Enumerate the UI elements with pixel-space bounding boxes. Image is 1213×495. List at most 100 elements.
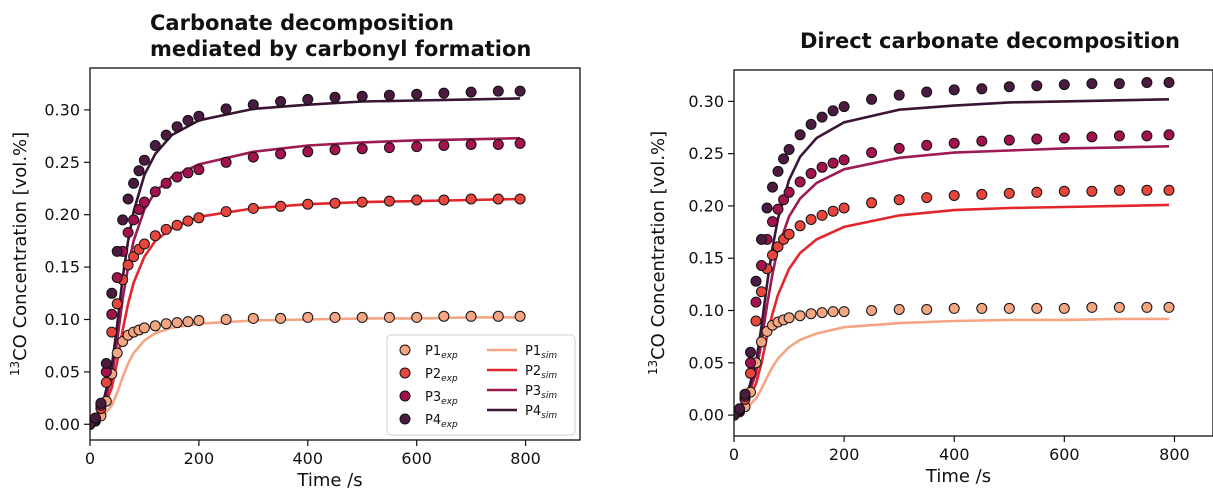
data-point (745, 357, 756, 369)
data-point (247, 202, 259, 214)
series-markers-P3exp (734, 129, 1175, 421)
data-point (302, 146, 314, 158)
data-point (171, 171, 183, 183)
data-point (149, 320, 161, 332)
data-point (750, 315, 762, 327)
data-point (750, 275, 762, 287)
data-point (772, 165, 784, 177)
y-tick-label: 0.00 (44, 415, 80, 434)
data-point (356, 90, 368, 102)
data-point (160, 318, 172, 330)
data-point (411, 141, 423, 153)
data-point (783, 144, 795, 155)
legend-box (386, 334, 576, 436)
data-point (794, 176, 806, 188)
data-point (756, 233, 767, 245)
data-point (866, 197, 878, 209)
data-point (111, 298, 123, 310)
y-tick-label: 0.25 (44, 153, 80, 172)
y-tick-label: 0.10 (44, 310, 80, 329)
data-point (383, 311, 395, 323)
data-point (1141, 77, 1153, 88)
y-axis-label-main: CO Concentration [vol.%] (10, 132, 31, 361)
data-point (1113, 78, 1125, 90)
data-point (1163, 77, 1175, 88)
data-point (514, 85, 526, 97)
data-point (838, 306, 850, 318)
data-point (745, 346, 756, 358)
y-tick-label: 0.20 (44, 205, 80, 224)
data-point (1058, 185, 1070, 197)
data-point (734, 403, 745, 415)
legend-marker (399, 413, 411, 425)
data-point (772, 203, 784, 215)
data-point (138, 322, 150, 334)
legend-label-sim: P4sim (525, 404, 557, 421)
data-point (1058, 132, 1070, 144)
data-point (193, 164, 205, 176)
data-point (866, 305, 878, 316)
data-point (275, 148, 287, 160)
data-point (160, 129, 172, 141)
data-point (1086, 301, 1098, 313)
data-point (756, 286, 767, 298)
data-point (1003, 81, 1015, 93)
data-point (356, 311, 368, 323)
legend-marker (399, 344, 411, 356)
data-point (739, 388, 751, 400)
data-point (438, 194, 450, 206)
data-point (411, 311, 423, 323)
data-point (171, 121, 183, 133)
x-tick-label: 600 (1049, 445, 1080, 464)
data-point (745, 367, 756, 379)
x-axis: 0 200 400 600 800 (85, 440, 541, 468)
series-markers-P2exp (90, 193, 526, 430)
series-line-P1sim (90, 316, 521, 426)
y-axis: 0.00 0.05 0.10 0.15 0.20 0.25 0.30 (44, 100, 90, 434)
data-point (356, 143, 368, 155)
data-point (816, 161, 828, 173)
data-point (160, 223, 172, 235)
data-point (1141, 130, 1153, 142)
data-point (111, 272, 123, 284)
data-point (171, 317, 183, 329)
chart-panel-right: Direct carbonate decomposition 0 200 400 60… (620, 0, 1213, 495)
y-tick-label: 0.30 (44, 100, 80, 119)
data-point (514, 193, 526, 205)
data-point (838, 202, 850, 214)
data-point (100, 358, 112, 369)
data-point (438, 87, 450, 99)
data-point (193, 110, 205, 122)
data-point (138, 196, 150, 208)
data-point (1141, 301, 1153, 313)
data-point (805, 168, 817, 179)
data-point (128, 214, 140, 226)
series-line-P4sim (90, 97, 521, 426)
data-point (182, 215, 194, 227)
data-point (1031, 80, 1043, 92)
data-point (90, 412, 101, 424)
data-point (329, 144, 341, 156)
x-tick-label: 800 (510, 449, 541, 468)
x-axis-label: Time /s (296, 470, 362, 491)
y-axis-label-sup: 13 (8, 361, 22, 376)
data-point (465, 86, 477, 98)
y-tick-label: 0.15 (688, 249, 724, 268)
data-point (816, 111, 828, 123)
legend-label-exp: P2exp (425, 367, 458, 384)
data-point (827, 306, 839, 318)
legend-label-exp: P1exp (425, 344, 458, 361)
data-point (866, 147, 878, 159)
legend-label-exp: P3exp (425, 390, 458, 407)
data-point (921, 192, 933, 204)
data-point (133, 165, 145, 177)
data-point (1058, 79, 1070, 91)
x-axis-label: Time /s (925, 466, 991, 487)
x-tick-label: 200 (829, 445, 860, 464)
legend-label-sim: P1sim (525, 344, 557, 361)
data-point (778, 153, 790, 165)
chart-title-right: Direct carbonate decomposition (800, 28, 1180, 54)
x-tick-label: 0 (85, 449, 95, 468)
data-point (772, 241, 784, 253)
data-point (767, 216, 778, 228)
